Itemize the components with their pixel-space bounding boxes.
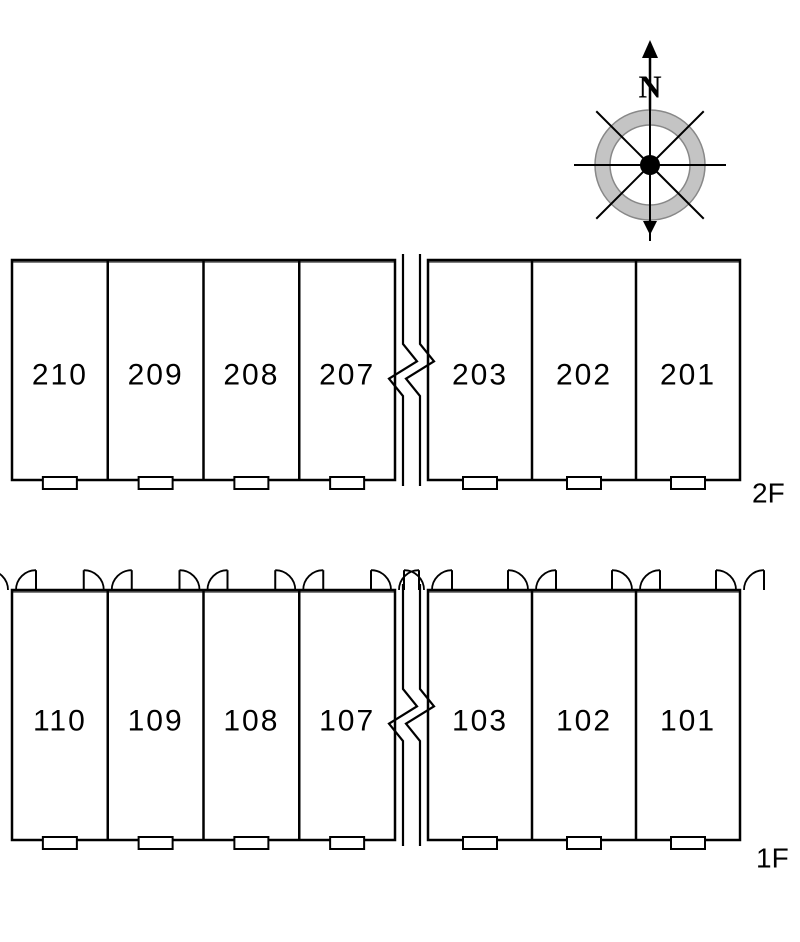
door-icon [371,570,391,590]
sill-notch [330,837,364,849]
door-icon [508,570,528,590]
unit-label: 209 [128,359,184,392]
sill-notch [139,477,173,489]
unit-label: 101 [660,704,716,737]
door-icon [612,570,632,590]
door-icon [432,570,452,590]
door-icon [275,570,295,590]
unit-label: 109 [128,704,184,737]
unit-label: 208 [223,359,279,392]
unit-label: 107 [319,704,375,737]
unit-label: 207 [319,359,375,392]
door-icon [716,570,736,590]
unit-block: 210 209 208 207 [12,260,395,489]
sill-notch [330,477,364,489]
floor-2F: 2F [752,477,785,508]
door-icon [536,570,556,590]
unit-label: 201 [660,359,716,392]
unit-block: 203 202 201 [428,260,740,489]
compass-north-label: N [638,68,661,104]
unit-label: 102 [556,704,612,737]
unit-label: 210 [32,359,88,392]
sill-notch [234,477,268,489]
sill-notch [43,477,77,489]
sill-notch [463,477,497,489]
door-icon [744,570,764,590]
sill-notch [671,837,705,849]
floor-1F: 1F [756,842,789,873]
door-icon [112,570,132,590]
section-break [406,584,434,846]
unit-label: 203 [452,359,508,392]
door-icon [180,570,200,590]
floor-label: 1F [756,842,789,873]
unit-label: 202 [556,359,612,392]
sill-notch [463,837,497,849]
unit-label: 103 [452,704,508,737]
sill-notch [567,837,601,849]
sill-notch [567,477,601,489]
section-break [389,254,417,486]
sill-notch [43,837,77,849]
unit-label: 110 [33,704,87,737]
door-icon [0,570,8,590]
unit-block: 110 109 108 107 [12,590,395,849]
door-icon [84,570,104,590]
section-break [389,584,417,846]
door-icon [208,570,228,590]
floor-label: 2F [752,477,785,508]
door-icon [16,570,36,590]
sill-notch [671,477,705,489]
sill-notch [139,837,173,849]
compass: N [574,40,726,241]
door-icon [303,570,323,590]
unit-block: 103 102 101 [428,590,740,849]
sill-notch [234,837,268,849]
unit-label: 108 [223,704,279,737]
section-break [406,254,434,486]
door-icon [640,570,660,590]
